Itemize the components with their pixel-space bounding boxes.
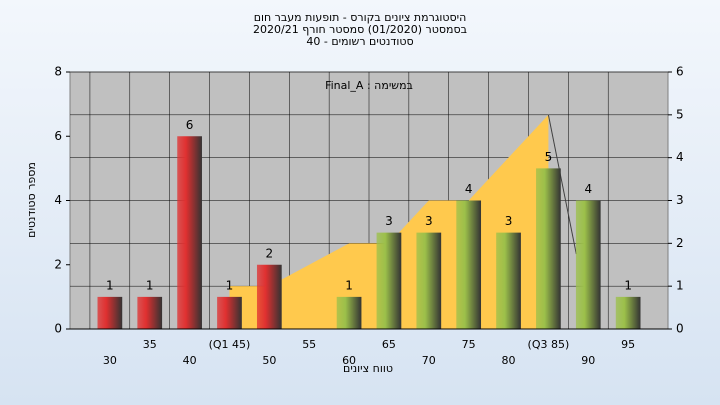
bar [615,296,641,329]
chart-title: היסטוגרמת ציונים בקורס - תופעות מעבר חום [254,11,467,24]
value-label: 3 [425,214,433,228]
value-label: 6 [186,118,194,132]
y2-tick-label: 1 [676,279,684,293]
x-tick-label: 65 [382,338,396,351]
value-label: 3 [385,214,393,228]
x-tick-label: 90 [581,354,595,367]
bar [416,232,442,329]
x-tick-label: 40 [183,354,197,367]
x-tick-label: 35 [143,338,157,351]
value-label: 1 [226,278,234,292]
x-tick-label: 80 [502,354,516,367]
y2-tick-label: 6 [676,65,684,79]
y-tick-label: 8 [54,65,62,79]
y-axis-label: מספר סטודנטים [25,162,38,238]
y-tick-label: 0 [54,322,62,336]
x-axis-label: טווח ציונים [343,362,393,375]
value-label: 1 [624,278,632,292]
annotation: במשימה : Final_A [325,79,413,92]
y-tick-label: 6 [54,129,62,143]
bar [97,296,123,329]
chart-subtitle: בסמסטר (01/2020) סמסטר חורף 2020/21 [253,23,467,36]
x-tick-label: 55 [302,338,316,351]
x-tick-label: 95 [621,338,635,351]
bar [177,136,202,329]
x-tick-label: (Q1 45) [209,338,251,351]
y-tick-label: 2 [54,257,62,271]
area-edge [547,114,577,255]
value-label: 4 [584,182,592,196]
bar [456,200,482,329]
bar [575,200,601,329]
bar [336,296,362,329]
value-label: 4 [465,182,473,196]
x-tick-label: 75 [462,338,476,351]
value-label: 1 [345,278,353,292]
x-tick-label: 60 [342,354,356,367]
bar [137,296,163,329]
bar [256,264,282,329]
y2-tick-label: 0 [676,322,684,336]
y2-tick-label: 5 [676,107,684,121]
bar [217,296,242,329]
x-tick-label: 70 [422,354,436,367]
chart-subtitle: סטודנטים רשומים - 40 [306,35,413,48]
value-label: 5 [545,150,553,164]
bar [376,232,402,329]
bar [536,168,561,329]
value-label: 1 [106,278,114,292]
y-tick-label: 4 [54,193,62,207]
x-tick-label: 30 [103,354,117,367]
y2-tick-label: 4 [676,150,684,164]
x-tick-label: (Q3 85) [528,338,570,351]
x-tick-label: 50 [262,354,276,367]
bar [496,232,521,329]
value-label: 3 [505,214,513,228]
value-label: 2 [266,246,274,260]
value-label: 1 [146,278,154,292]
y2-tick-label: 3 [676,193,684,207]
y2-tick-label: 2 [676,236,684,250]
